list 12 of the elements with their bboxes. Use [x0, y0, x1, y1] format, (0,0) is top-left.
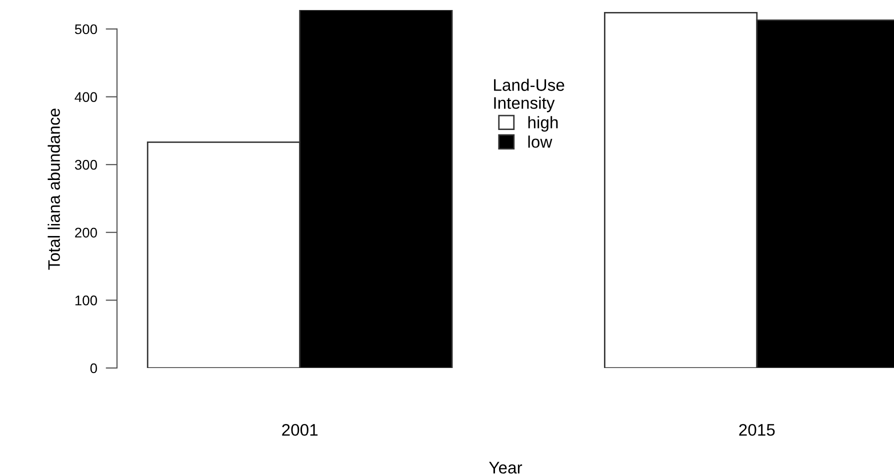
y-tick-label: 0	[90, 363, 98, 374]
legend-label: high	[528, 116, 558, 132]
x-tick-label: 2001	[282, 424, 318, 436]
y-tick-label: 200	[75, 228, 98, 238]
x-tick-label: 2015	[739, 424, 775, 436]
y-axis-title: Total liana abundance	[48, 108, 60, 270]
x-axis-title: Year	[489, 462, 522, 474]
y-tick-label: 100	[75, 296, 98, 306]
legend-label: low	[528, 136, 552, 148]
y-tick-label: 300	[74, 160, 98, 170]
y-tick-label: 500	[74, 24, 98, 34]
y-tick-label: 400	[74, 92, 98, 102]
